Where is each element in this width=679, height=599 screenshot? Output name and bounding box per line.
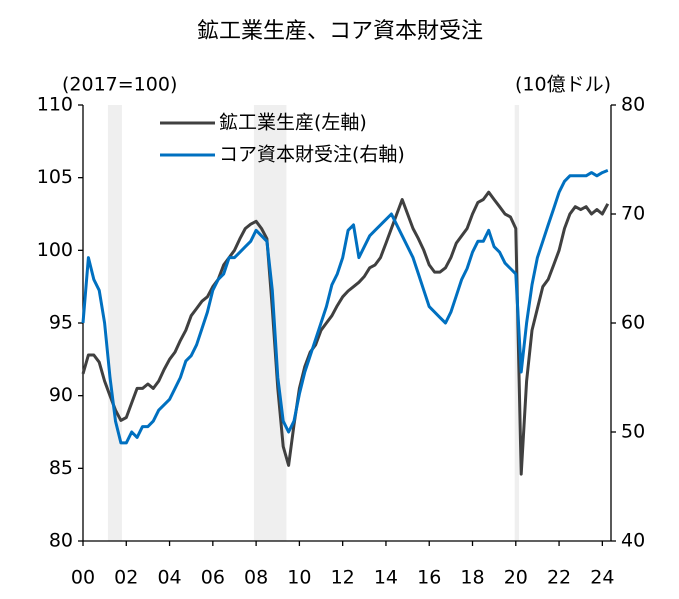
x-tick-label: 10 [287,567,311,589]
x-tick-label: 20 [504,567,528,589]
y-unit: (2017=100) [62,74,177,96]
x-tick-label: 16 [417,567,441,589]
legend-label: 鉱工業生産(左軸) [219,112,367,134]
legend-label: コア資本財受注(右軸) [219,144,405,166]
x-tick-label: 00 [71,567,95,589]
y-tick-label: 110 [37,94,73,116]
shaded-period [253,105,287,541]
series-line [81,169,609,445]
y2-tick-label: 70 [621,203,645,225]
y-tick-label: 95 [49,312,73,334]
y-tick-label: 90 [49,384,73,406]
x-tick-label: 02 [114,567,138,589]
x-tick-label: 04 [157,567,181,589]
x-tick-label: 06 [201,567,225,589]
x-tick-label: 22 [547,567,571,589]
y2-tick-label: 40 [621,530,645,552]
y2-tick-label: 50 [621,421,645,443]
chart-title: 鉱工業生産、コア資本財受注 [197,19,483,44]
y-tick-label: 105 [37,166,73,188]
x-tick-label: 08 [244,567,268,589]
y2-unit: (10億ドル) [515,74,611,96]
x-tick-label: 12 [331,567,355,589]
x-tick-label: 14 [374,567,398,589]
x-tick-label: 18 [460,567,484,589]
y2-tick-label: 60 [621,312,645,334]
x-tick-label: 24 [590,567,614,589]
shaded-period [107,105,122,541]
y-tick-label: 80 [49,530,73,552]
y-tick-label: 100 [37,239,73,261]
y-tick-label: 85 [49,457,73,479]
series-line [81,190,610,476]
y2-tick-label: 80 [621,94,645,116]
